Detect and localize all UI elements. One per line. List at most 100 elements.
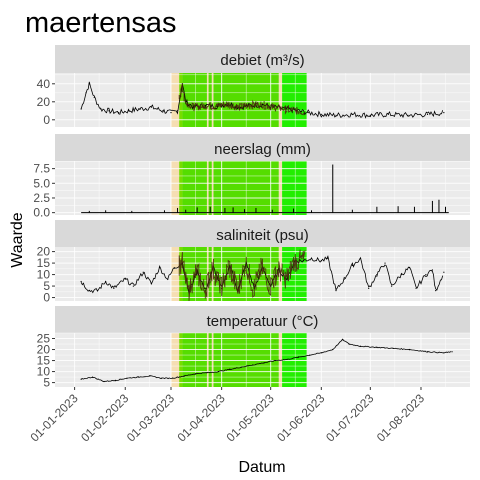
period-band [278, 161, 283, 215]
data-point [443, 112, 445, 114]
data-point [96, 290, 99, 292]
data-point [426, 351, 429, 353]
data-point [297, 356, 300, 358]
data-point [204, 104, 206, 106]
period-band [206, 73, 209, 127]
y-tick-label: 5.0 [33, 176, 50, 190]
y-tick-label: 10 [37, 365, 51, 379]
data-point [261, 103, 264, 106]
data-point [150, 106, 152, 108]
data-point [149, 375, 151, 377]
data-point [286, 358, 288, 361]
data-point [105, 280, 107, 283]
data-point [415, 287, 417, 289]
facet-panel: debiet (m³/s) 0 20 40 [37, 45, 470, 127]
data-point [126, 377, 128, 379]
data-point [387, 113, 389, 115]
data-point [376, 273, 378, 276]
period-band [179, 333, 183, 387]
data-point [206, 372, 208, 374]
data-point [335, 114, 337, 116]
y-tick-label: 0 [43, 291, 50, 305]
data-point [176, 110, 179, 112]
period-band [182, 161, 207, 215]
y-tick-label: 7.5 [33, 162, 50, 176]
period-band [182, 73, 207, 127]
data-point [384, 262, 386, 264]
period-band [282, 333, 307, 387]
data-point [359, 257, 362, 260]
facet-strip [55, 45, 470, 73]
facet-strip [55, 306, 470, 333]
data-point [142, 271, 144, 273]
data-point [167, 278, 169, 280]
facet-strip [55, 134, 470, 161]
facet-strip-label: saliniteit (psu) [216, 227, 309, 244]
data-point [286, 278, 288, 280]
facet-panels: debiet (m³/s) 0 20 40 neerslag (mm) 0.02.55.0… [33, 45, 470, 390]
x-tick-label: 01-08-2023 [374, 391, 428, 445]
y-tick-label: 5 [43, 376, 50, 390]
data-point [310, 257, 313, 260]
data-point [137, 376, 139, 378]
data-point [407, 114, 409, 116]
data-point [173, 267, 175, 269]
series-layer [80, 249, 445, 301]
period-band [278, 73, 283, 127]
series-line [80, 81, 444, 119]
data-point [172, 377, 174, 379]
data-point [150, 283, 152, 285]
chart-title: maertensas [25, 7, 177, 39]
x-tick-label: 01-06-2023 [274, 391, 328, 445]
data-point [103, 380, 105, 383]
period-band [221, 73, 279, 127]
x-axis-label: Datum [238, 459, 285, 476]
data-point [194, 373, 197, 375]
data-point [85, 92, 87, 94]
data-point [240, 366, 242, 368]
data-point [443, 352, 445, 354]
data-point [408, 348, 411, 351]
period-band [211, 73, 214, 127]
data-point [139, 108, 141, 110]
series-layer [80, 338, 453, 383]
period-band [208, 73, 212, 127]
data-point [400, 273, 402, 276]
data-point [327, 257, 329, 260]
y-tick-label: 40 [37, 77, 51, 91]
data-point [113, 287, 115, 289]
facet-strip [55, 220, 470, 247]
data-point [341, 339, 344, 341]
data-point [307, 112, 309, 114]
period-band [213, 247, 222, 301]
data-point [127, 110, 130, 112]
period-band [206, 161, 209, 215]
x-tick-label: 01-07-2023 [323, 391, 377, 445]
data-point [170, 112, 172, 114]
series-layer [80, 81, 445, 119]
period-band [171, 161, 180, 215]
data-point [431, 269, 434, 271]
data-point [108, 110, 110, 112]
period-band [282, 161, 307, 215]
period-band [208, 333, 212, 387]
data-point [252, 364, 254, 366]
y-tick-label: 0.0 [33, 206, 50, 220]
data-point [309, 354, 311, 356]
period-band [221, 333, 279, 387]
data-point [100, 108, 102, 110]
x-axis: 01-01-202301-02-202301-03-202301-04-2023… [27, 387, 427, 445]
period-band [213, 73, 222, 127]
data-point [343, 278, 345, 280]
data-point [320, 113, 322, 115]
period-band [213, 333, 222, 387]
x-tick-label: 01-04-2023 [174, 391, 228, 445]
y-tick-label: 10 [37, 268, 51, 282]
period-band [206, 333, 209, 387]
data-point [425, 273, 427, 276]
y-tick-label: 15 [37, 354, 51, 368]
data-point [435, 290, 437, 292]
